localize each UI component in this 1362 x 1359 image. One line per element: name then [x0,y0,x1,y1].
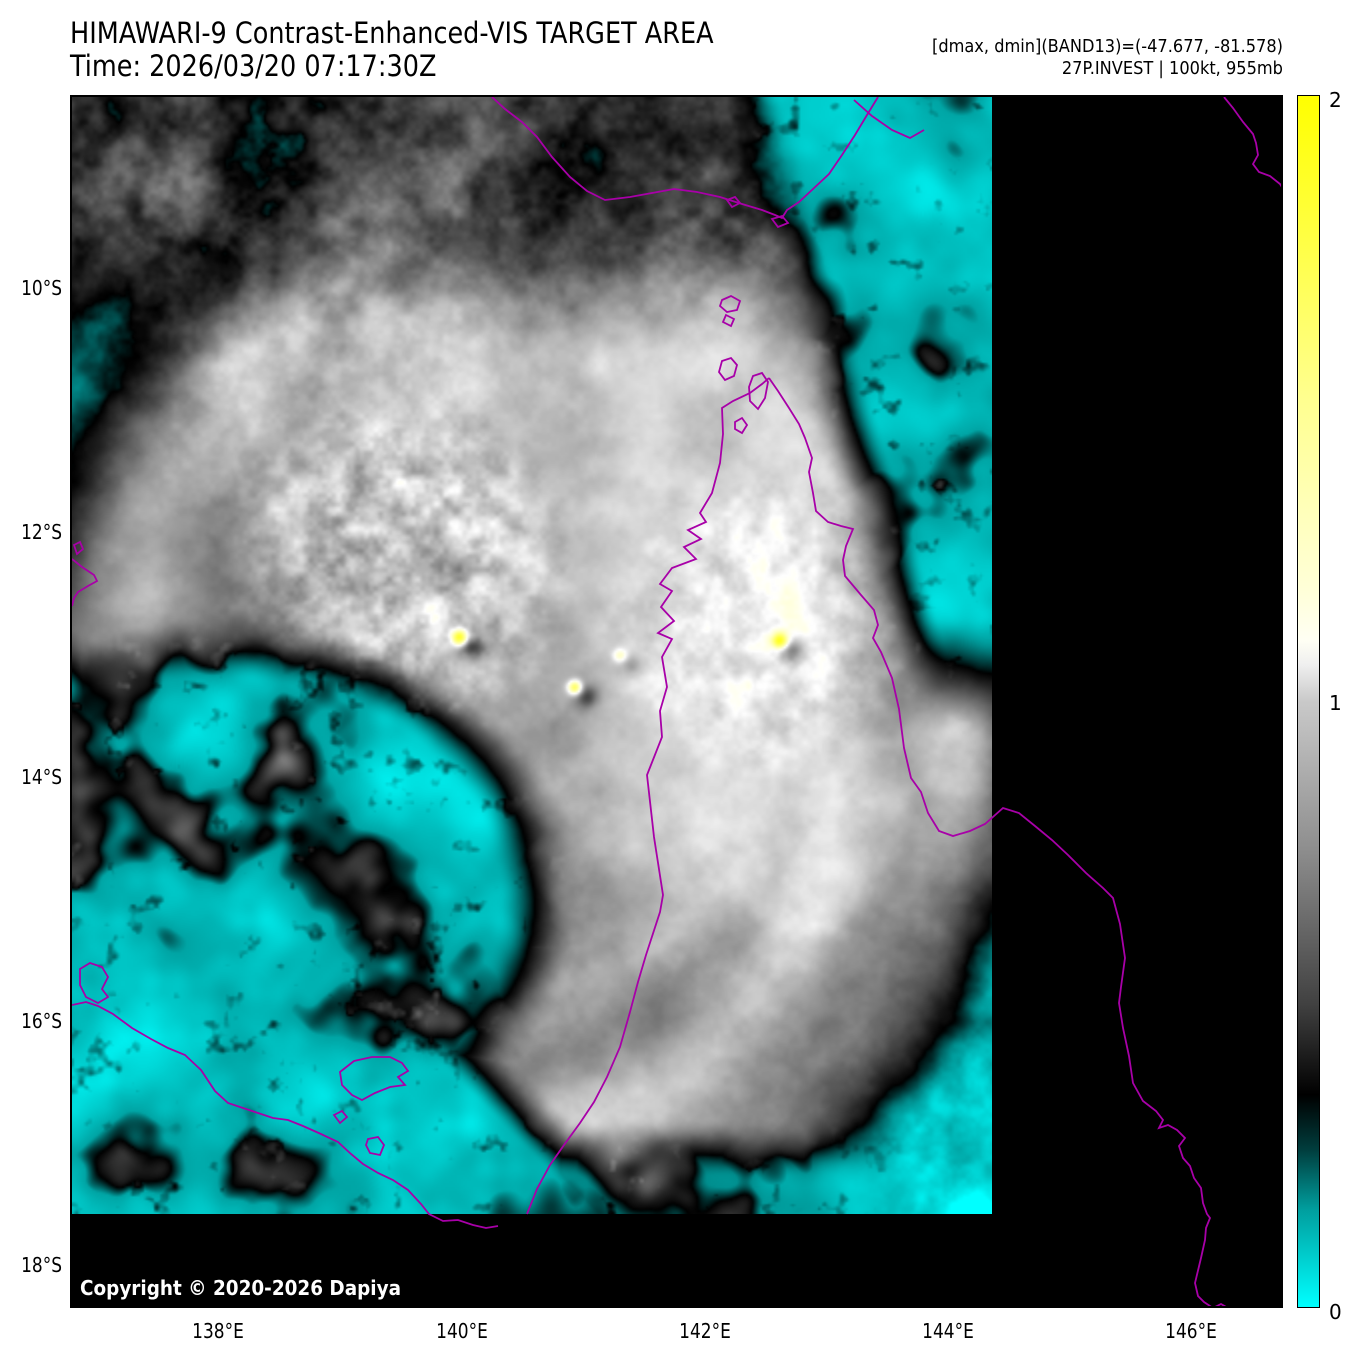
invest-intensity: 27P.INVEST | 100kt, 955mb [1061,58,1283,79]
coastline-png-island-e [734,416,749,435]
coastline-png-island-a [718,294,742,313]
coastline-groote-island [79,962,110,1005]
coastline-cape-york-east-coast [768,377,1227,1306]
coastline-png-south-coast [491,97,879,220]
coastline-png-island-d [748,371,769,411]
copyright-label: Copyright © 2020-2026 Dapiya [80,1276,402,1300]
colorbar [1297,95,1320,1308]
y-tick-label: 18°S [21,1253,62,1277]
x-tick-label: 144°E [922,1319,974,1343]
x-tick-label: 140°E [436,1319,488,1343]
coastline-torres-island-a [725,195,742,209]
x-tick-label: 146°E [1165,1319,1217,1343]
y-tick-label: 16°S [21,1009,62,1033]
band13-dmax-dmin: [dmax, dmin](BAND13)=(-47.677, -81.578) [932,36,1283,57]
coastline-gulf-south-coast [72,1001,499,1229]
y-tick-label: 12°S [21,520,62,544]
coastline-cape-york-west-coast [526,377,770,1215]
x-tick-label: 142°E [679,1319,731,1343]
coastline-png-island-c [718,356,738,382]
title-line-1: HIMAWARI-9 Contrast-Enhanced-VIS TARGET … [70,16,714,50]
colorbar-tick-label: 0 [1329,1300,1342,1324]
coastline-left-edge-coast [72,558,99,607]
coastline-mornington-island [339,1056,410,1102]
coastline-overlay [72,97,1281,1306]
coastline-torres-strait-coast [853,99,925,140]
coastline-small-island-a [332,1109,349,1125]
map-area: Copyright © 2020-2026 Dapiya [70,95,1283,1308]
coastline-small-island-b [365,1136,386,1157]
satellite-image [72,97,992,1214]
y-tick-label: 10°S [21,276,62,300]
title-line-2: Time: 2026/03/20 07:17:30Z [70,49,437,83]
x-tick-label: 138°E [192,1319,244,1343]
coastline-png-island-b [721,313,736,328]
colorbar-tick-label: 2 [1329,88,1342,112]
y-tick-label: 14°S [21,765,62,789]
coastline-torres-island-b [770,214,790,229]
coastline-left-edge-islet [72,540,85,556]
colorbar-tick-label: 1 [1329,691,1342,715]
storm-annotation: [dmax, dmin](BAND13)=(-47.677, -81.578) … [932,36,1283,80]
coastline-qld-northeast-coast [1223,97,1281,188]
figure-title: HIMAWARI-9 Contrast-Enhanced-VIS TARGET … [70,17,714,83]
